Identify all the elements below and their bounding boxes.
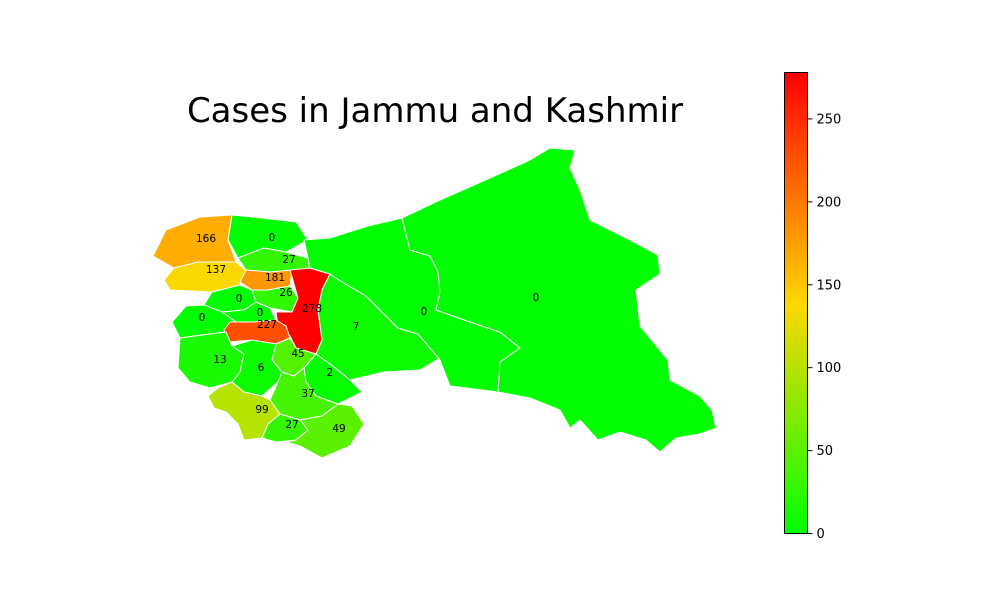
- colorbar-tick-label: 250: [817, 112, 842, 127]
- district-value-label: 49: [332, 423, 345, 435]
- district-value-label: 27: [285, 419, 298, 431]
- district-value-label: 13: [213, 354, 226, 366]
- district-d14: [401, 147, 717, 453]
- colorbar-tick-label: 0: [817, 527, 825, 542]
- colorbar-tick-label: 200: [817, 195, 842, 210]
- district-value-label: 45: [291, 348, 304, 360]
- district-value-label: 27: [282, 254, 295, 266]
- district-value-label: 0: [257, 307, 264, 319]
- colorbar-ticks: 0 50 100 150 200 250: [807, 112, 842, 542]
- colorbar: 0 50 100 150 200 250: [784, 72, 842, 542]
- district-value-label: 0: [421, 306, 428, 318]
- district-d17: [231, 339, 283, 397]
- colorbar-gradient: [784, 72, 808, 534]
- district-value-label: 278: [302, 303, 322, 315]
- district-value-label: 137: [206, 264, 226, 276]
- district-value-label: 37: [301, 388, 314, 400]
- colorbar-tick-label: 50: [817, 444, 834, 459]
- district-value-label: 166: [196, 233, 216, 245]
- district-d01: [152, 214, 237, 269]
- district-d22: [285, 403, 365, 459]
- district-value-label: 6: [258, 362, 265, 374]
- district-value-label: 99: [255, 404, 268, 416]
- choropleth-map: [152, 147, 717, 459]
- district-value-label: 0: [199, 312, 206, 324]
- district-value-label: 181: [265, 272, 285, 284]
- colorbar-tick-label: 100: [817, 361, 842, 376]
- district-value-label: 2: [327, 367, 334, 379]
- district-value-label: 0: [269, 232, 276, 244]
- district-value-label: 26: [279, 287, 293, 299]
- district-value-label: 0: [533, 292, 540, 304]
- district-value-label: 0: [236, 293, 243, 305]
- district-value-label: 7: [353, 321, 360, 333]
- colorbar-tick-label: 150: [817, 278, 842, 293]
- district-value-label: 227: [257, 319, 277, 331]
- map-title: Cases in Jammu and Kashmir: [187, 91, 683, 131]
